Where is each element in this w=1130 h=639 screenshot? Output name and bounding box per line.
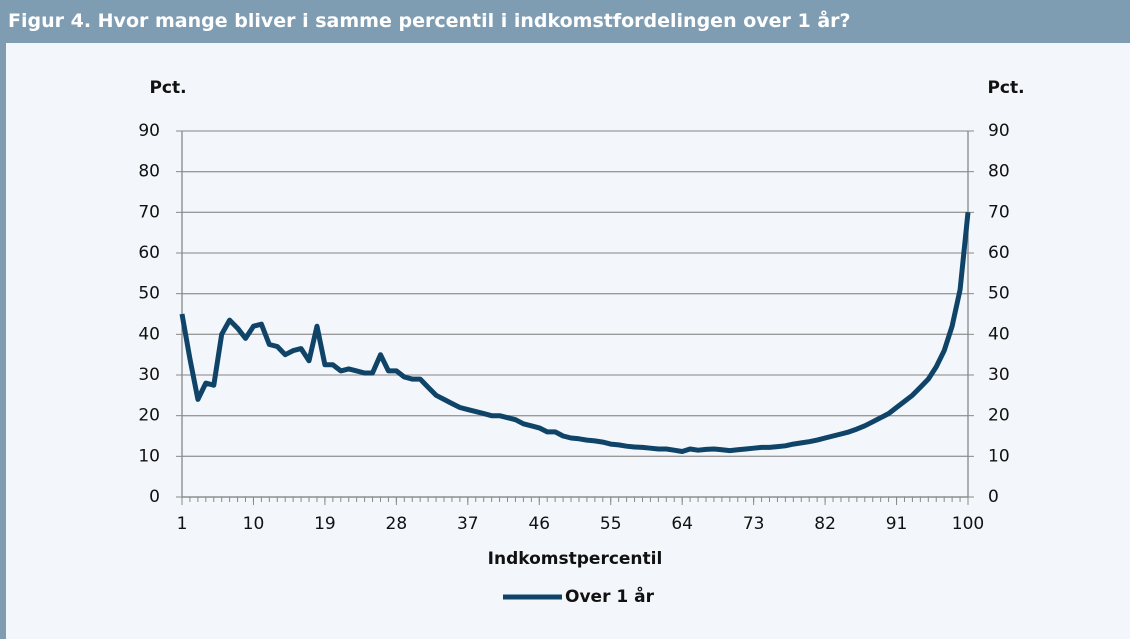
y2-tick-label: 90 — [988, 121, 1010, 141]
x-tick-label: 10 — [243, 514, 265, 534]
line — [179, 212, 971, 454]
y-tick-label: 30 — [138, 365, 160, 385]
x-tick-label: 37 — [457, 514, 479, 534]
y2-tick-label: 10 — [988, 446, 1010, 466]
x-tick-label: 100 — [952, 514, 984, 534]
x-tick-label: 91 — [886, 514, 908, 534]
y-tick-label: 40 — [138, 324, 160, 344]
y2-tick-label: 0 — [988, 487, 999, 507]
y-tick-label: 0 — [149, 487, 160, 507]
legend-label: Over 1 år — [565, 585, 655, 607]
x-tick-label: 64 — [671, 514, 693, 534]
x-tick-label: 55 — [600, 514, 622, 534]
x-axis-label: Indkomstpercentil — [488, 549, 663, 569]
y-tick-label: 80 — [138, 162, 160, 182]
y2-axis-label: Pct. — [987, 78, 1024, 98]
y2-tick-label: 20 — [988, 406, 1010, 426]
y2-tick-label: 50 — [988, 284, 1010, 304]
y2-tick-label: 80 — [988, 162, 1010, 182]
y-tick-label: 60 — [138, 243, 160, 263]
x-tick-label: 73 — [743, 514, 765, 534]
y2-tick-label: 40 — [988, 324, 1010, 344]
y2-tick-label: 60 — [988, 243, 1010, 263]
x-tick-label: 82 — [814, 514, 836, 534]
side-border — [0, 43, 6, 639]
y-axis-label: Pct. — [149, 78, 186, 98]
y2-tick-label: 30 — [988, 365, 1010, 385]
y2-tick-label: 70 — [988, 202, 1010, 222]
x-tick-label: 46 — [528, 514, 550, 534]
x-tick-label: 28 — [386, 514, 408, 534]
figure-title: Figur 4. Hvor mange bliver i samme perce… — [0, 0, 1130, 43]
y-tick-label: 10 — [138, 446, 160, 466]
y-tick-label: 70 — [138, 202, 160, 222]
y-tick-label: 50 — [138, 284, 160, 304]
y-tick-label: 90 — [138, 121, 160, 141]
x-tick-label: 19 — [314, 514, 336, 534]
x-tick-label: 1 — [177, 514, 188, 534]
y-tick-label: 20 — [138, 406, 160, 426]
